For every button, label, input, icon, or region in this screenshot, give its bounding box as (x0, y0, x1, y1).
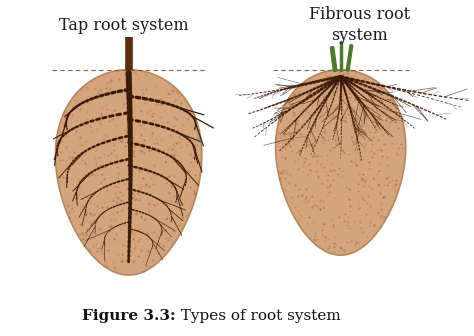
Text: Types of root system: Types of root system (171, 309, 341, 324)
Polygon shape (275, 70, 406, 255)
Polygon shape (55, 70, 202, 275)
Text: Figure 3.3:: Figure 3.3: (82, 309, 175, 324)
Text: Fibrous root
system: Fibrous root system (309, 6, 410, 44)
Text: Tap root system: Tap root system (59, 16, 189, 34)
